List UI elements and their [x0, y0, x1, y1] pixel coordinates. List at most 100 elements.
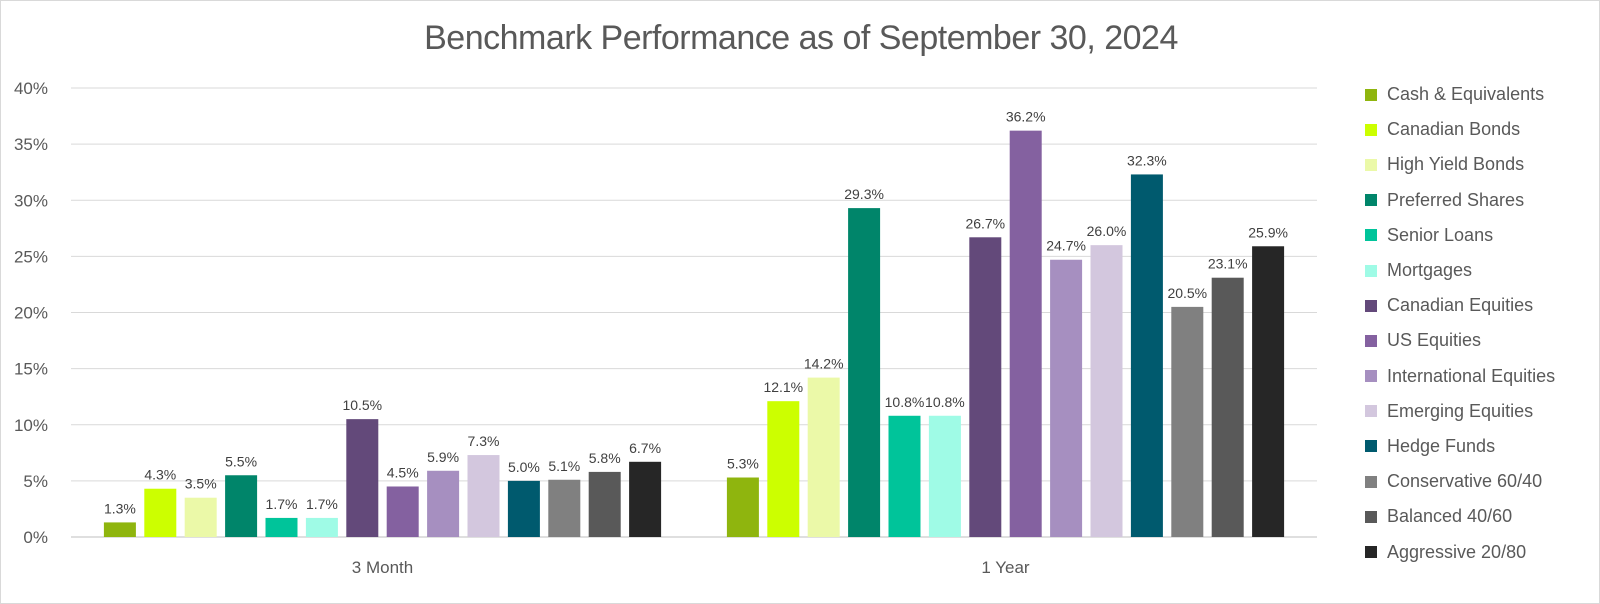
bar	[467, 455, 500, 537]
data-label: 1.7%	[306, 496, 338, 512]
bar	[1211, 277, 1244, 537]
data-label: 26.7%	[965, 215, 1005, 231]
legend-swatch	[1365, 405, 1377, 418]
legend-label: Preferred Shares	[1387, 189, 1525, 210]
legend-swatch	[1365, 475, 1377, 488]
chart-title: Benchmark Performance as of September 30…	[424, 19, 1178, 57]
data-label: 23.1%	[1208, 256, 1248, 272]
data-label: 5.1%	[548, 458, 580, 474]
legend-label: Senior Loans	[1387, 224, 1494, 245]
y-tick-label: 20%	[14, 304, 48, 323]
legend-item: Aggressive 20/80	[1365, 534, 1595, 569]
legend-label: Hedge Funds	[1387, 435, 1496, 456]
legend-label: US Equities	[1387, 330, 1482, 351]
data-label: 3.5%	[185, 476, 217, 492]
data-label: 4.5%	[387, 464, 419, 480]
bar	[928, 415, 961, 537]
bar	[144, 488, 177, 537]
y-tick-label: 5%	[23, 472, 48, 491]
legend-label: Cash & Equivalents	[1387, 84, 1545, 105]
data-label: 10.8%	[925, 394, 965, 410]
data-label: 5.3%	[727, 456, 759, 472]
data-label: 20.5%	[1167, 285, 1207, 301]
x-category-label: 3 Month	[352, 558, 413, 577]
legend-item: Emerging Equities	[1365, 394, 1595, 429]
legend-item: Balanced 40/60	[1365, 499, 1595, 534]
legend-label: Canadian Bonds	[1387, 119, 1521, 140]
data-label: 24.7%	[1046, 238, 1086, 254]
data-label: 7.3%	[468, 433, 500, 449]
legend-swatch	[1365, 510, 1377, 523]
y-tick-label: 10%	[14, 416, 48, 435]
legend-swatch	[1365, 299, 1377, 312]
data-label: 10.8%	[885, 394, 925, 410]
bar	[848, 208, 881, 538]
legend-swatch	[1365, 440, 1377, 453]
data-label: 5.8%	[589, 450, 621, 466]
legend-item: High Yield Bonds	[1365, 147, 1595, 182]
bar	[767, 401, 800, 537]
legend-label: Mortgages	[1387, 260, 1473, 281]
bar	[305, 517, 338, 537]
data-label: 29.3%	[844, 186, 884, 202]
data-label: 32.3%	[1127, 152, 1167, 168]
bar	[225, 475, 258, 537]
legend-item: Conservative 60/40	[1365, 464, 1595, 499]
y-tick-label: 25%	[14, 247, 48, 266]
bar	[1130, 174, 1163, 537]
bar	[726, 477, 759, 537]
legend-item: Canadian Bonds	[1365, 112, 1595, 147]
legend-label: Conservative 60/40	[1387, 471, 1543, 492]
legend-item: US Equities	[1365, 323, 1595, 358]
legend-label: Canadian Equities	[1387, 295, 1534, 316]
data-label: 6.7%	[629, 440, 661, 456]
legend-label: Aggressive 20/80	[1387, 541, 1527, 562]
bar	[427, 470, 460, 537]
legend-swatch	[1365, 88, 1377, 101]
data-label: 5.0%	[508, 459, 540, 475]
bar	[386, 486, 419, 537]
y-tick-label: 40%	[14, 79, 48, 98]
legend-swatch	[1365, 334, 1377, 347]
bar	[969, 237, 1002, 538]
bar	[1171, 306, 1204, 537]
data-label: 4.3%	[144, 467, 176, 483]
legend-label: International Equities	[1387, 365, 1556, 386]
legend-swatch	[1365, 546, 1377, 559]
data-label: 26.0%	[1087, 223, 1127, 239]
legend-swatch	[1365, 264, 1377, 277]
legend-swatch	[1365, 123, 1377, 136]
bar	[629, 461, 662, 537]
legend-item: Cash & Equivalents	[1365, 77, 1595, 112]
legend-swatch	[1365, 229, 1377, 242]
legend-label: Emerging Equities	[1387, 400, 1534, 421]
legend-item: Mortgages	[1365, 253, 1595, 288]
legend-label: Balanced 40/60	[1387, 506, 1513, 527]
data-label: 10.5%	[342, 397, 382, 413]
bar	[548, 479, 581, 537]
legend-swatch	[1365, 370, 1377, 383]
bar	[888, 415, 921, 537]
legend-item: Senior Loans	[1365, 218, 1595, 253]
legend-item: Hedge Funds	[1365, 429, 1595, 464]
bar	[1009, 130, 1042, 537]
bar	[184, 497, 217, 537]
bar	[346, 419, 379, 537]
bar	[1090, 245, 1123, 537]
data-label: 25.9%	[1248, 224, 1288, 240]
y-tick-label: 35%	[14, 135, 48, 154]
data-label: 5.9%	[427, 449, 459, 465]
legend-swatch	[1365, 194, 1377, 207]
data-label: 36.2%	[1006, 109, 1046, 125]
y-tick-label: 15%	[14, 360, 48, 379]
bar	[588, 471, 621, 537]
data-label: 5.5%	[225, 453, 257, 469]
legend-swatch	[1365, 158, 1377, 171]
bar	[507, 480, 540, 537]
y-tick-label: 0%	[23, 528, 48, 547]
legend-item: Preferred Shares	[1365, 183, 1595, 218]
bar	[807, 377, 840, 537]
bar	[103, 522, 136, 537]
